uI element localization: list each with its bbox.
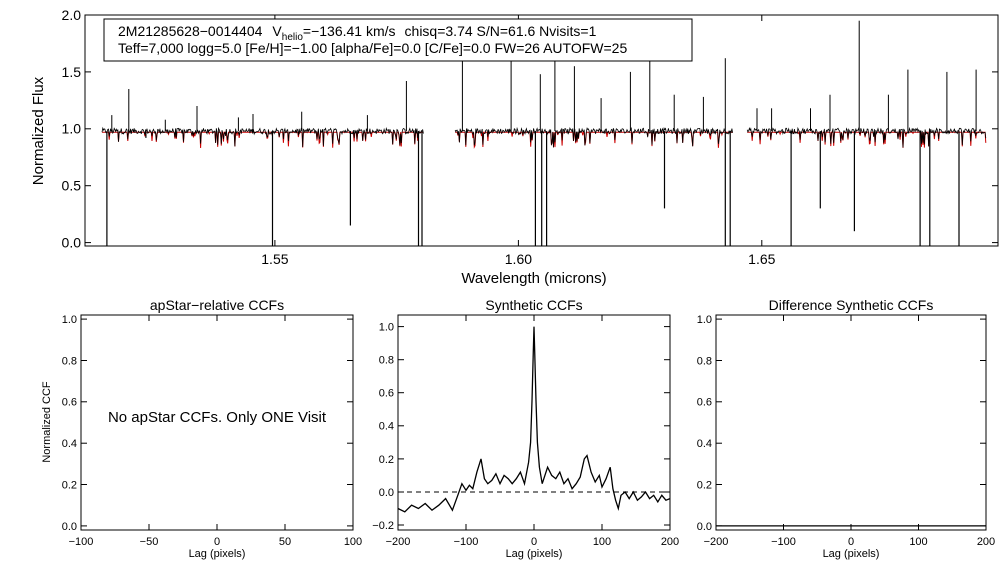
apstar-ccf-x-axis-label: Lag (pixels) xyxy=(189,548,246,560)
synthetic-ccf-y-tick-label: 1.0 xyxy=(379,322,394,334)
spectrum-y-tick-label: 0.5 xyxy=(62,178,82,194)
apstar-ccf-x-tick-label: −50 xyxy=(140,536,159,548)
difference-ccf-x-tick-label: 200 xyxy=(977,536,995,548)
apstar-ccf-y-tick-label: 0.8 xyxy=(62,355,77,367)
spectrum-y-tick-label: 1.0 xyxy=(62,121,82,137)
spectrum-y-tick-label: 1.5 xyxy=(62,64,82,80)
difference-ccf-ticks: −200 −100 0 100 200 0.0 0.2 0.4 0.6 0.8 1.0 xyxy=(697,314,995,548)
synthetic-ccf-x-tick-label: −100 xyxy=(454,536,479,548)
difference-ccf-y-tick-label: 0.2 xyxy=(697,479,712,491)
spectrum-info-line-1: 2M21285628−0014404 Vhelio=−136.41 km/s chi… xyxy=(118,23,597,43)
synthetic-ccf-x-tick-label: 0 xyxy=(531,536,537,548)
difference-ccf-x-tick-label: 100 xyxy=(909,536,927,548)
synthetic-ccf-x-axis-label: Lag (pixels) xyxy=(506,548,563,560)
synthetic-ccf-y-tick-label: 0.0 xyxy=(379,487,394,499)
synthetic-ccf-y-tick-label: −0.2 xyxy=(372,520,394,532)
synthetic-ccf-data-layer xyxy=(397,326,671,513)
spectrum-ticks: 1.55 1.60 1.65 0.0 0.5 1.0 1.5 2.0 xyxy=(62,7,998,267)
observed-spectrum-line xyxy=(746,126,987,148)
synthetic-ccf-title: Synthetic CCFs xyxy=(485,297,582,313)
difference-ccf-y-tick-label: 0.0 xyxy=(697,521,712,533)
difference-ccf-plot-frame xyxy=(715,314,987,531)
apstar-ccf-x-tick-label: 0 xyxy=(214,536,220,548)
apstar-ccf-y-tick-label: 0.6 xyxy=(62,397,77,409)
difference-ccf-y-tick-label: 1.0 xyxy=(697,314,712,326)
difference-ccf-x-tick-label: −100 xyxy=(771,536,796,548)
spectrum-y-tick-label: 0.0 xyxy=(62,235,82,251)
difference-ccf-x-tick-label: 0 xyxy=(848,536,854,548)
apstar-ccf-y-tick-label: 1.0 xyxy=(62,314,77,326)
observed-spectrum-line xyxy=(101,126,424,148)
model-spectrum-line xyxy=(747,130,987,148)
spectrum-y-tick-label: 2.0 xyxy=(62,7,82,23)
apstar-ccf-plot-frame xyxy=(80,314,354,531)
no-ccf-annotation: No apStar CCFs. Only ONE Visit xyxy=(108,409,327,426)
apstar-ccf-y-axis-label: Normalized CCF xyxy=(41,381,53,463)
apstar-ccf-x-tick-label: 100 xyxy=(344,536,362,548)
fit-stats: chisq=3.74 S/N=61.6 Nvisits=1 xyxy=(405,23,597,39)
spectrum-x-axis-label: Wavelength (microns) xyxy=(461,270,606,287)
spectrum-x-tick-label: 1.65 xyxy=(748,251,775,267)
synthetic-ccf-x-tick-label: 100 xyxy=(593,536,611,548)
apstar-ccf-x-tick-label: −100 xyxy=(69,536,94,548)
difference-ccf-x-axis-label: Lag (pixels) xyxy=(823,548,880,560)
vhelio-value: =−136.41 km/s xyxy=(303,23,396,39)
difference-ccf-y-tick-label: 0.6 xyxy=(697,397,712,409)
spectrum-y-axis-label: Normalized Flux xyxy=(30,76,47,185)
spectrum-info-line-2: Teff=7,000 logg=5.0 [Fe/H]=−1.00 [alpha/… xyxy=(118,40,627,56)
synthetic-ccf-panel: Synthetic CCFs −200 −100 0 100 200 −0.2 0.0 0.2… xyxy=(372,297,679,560)
difference-ccf-panel: Difference Synthetic CCFs −200 −100 0 100 20… xyxy=(697,297,995,560)
apstar-ccf-y-tick-label: 0.2 xyxy=(62,479,77,491)
synthetic-ccf-x-tick-label: 200 xyxy=(661,536,679,548)
model-spectrum-line xyxy=(455,131,733,149)
difference-ccf-y-tick-label: 0.4 xyxy=(697,438,712,450)
spectrum-info-box xyxy=(103,18,693,62)
apstar-ccf-x-tick-label: 50 xyxy=(279,536,291,548)
apstar-ccf-panel: apStar−relative CCFs −100 −50 0 50 100 0.0 0.2… xyxy=(41,297,362,560)
synthetic-ccf-ticks: −200 −100 0 100 200 −0.2 0.0 0.2 0.4 0.6 0.8 1.0 xyxy=(372,315,679,548)
apstar-ccf-ticks: −100 −50 0 50 100 0.0 0.2 0.4 0.6 0.8 1.0 xyxy=(62,314,362,548)
difference-ccf-y-tick-label: 0.8 xyxy=(697,355,712,367)
synthetic-ccf-y-tick-label: 0.6 xyxy=(379,388,394,400)
apstar-ccf-y-tick-label: 0.4 xyxy=(62,438,77,450)
model-spectrum-line xyxy=(102,131,424,149)
vhelio-label: V xyxy=(272,23,282,39)
vhelio-subscript: helio xyxy=(282,32,304,43)
spectrum-x-tick-label: 1.60 xyxy=(505,251,532,267)
synthetic-ccf-y-tick-label: 0.2 xyxy=(379,454,394,466)
synthetic-ccf-y-tick-label: 0.4 xyxy=(379,421,394,433)
synthetic-ccf-x-tick-label: −200 xyxy=(386,536,411,548)
difference-ccf-title: Difference Synthetic CCFs xyxy=(769,297,934,313)
spectrum-panel: 1.55 1.60 1.65 0.0 0.5 1.0 1.5 2.0 2M21285628−0… xyxy=(30,7,999,287)
synthetic-ccf-line xyxy=(397,326,671,513)
spectrum-x-tick-label: 1.55 xyxy=(261,251,288,267)
apstar-ccf-y-tick-label: 0.0 xyxy=(62,521,77,533)
observed-spectrum-line xyxy=(454,126,733,148)
spectrum-plot-frame xyxy=(84,14,999,247)
apstar-ccf-title: apStar−relative CCFs xyxy=(150,297,284,313)
synthetic-ccf-plot-frame xyxy=(397,314,671,531)
synthetic-ccf-y-tick-label: 0.8 xyxy=(379,355,394,367)
difference-ccf-x-tick-label: −200 xyxy=(704,536,729,548)
star-id: 2M21285628−0014404 xyxy=(118,23,263,39)
